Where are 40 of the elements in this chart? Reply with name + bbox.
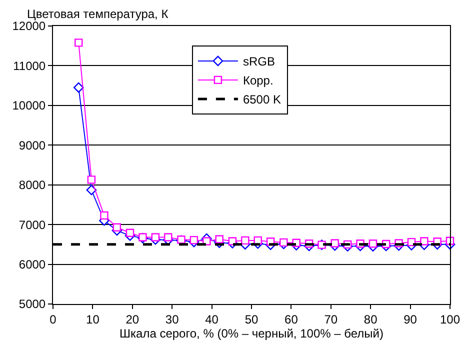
point (164, 233, 172, 242)
point (190, 236, 198, 244)
legend-label: sRGB (242, 54, 275, 69)
x-tick-label: 60 (284, 312, 298, 326)
point (215, 235, 224, 244)
point (87, 176, 96, 184)
point (151, 233, 160, 242)
point (241, 236, 250, 245)
point (112, 223, 122, 232)
point (73, 82, 84, 93)
x-tick-label: 50 (244, 312, 258, 326)
point (100, 211, 108, 220)
y-tick-label: 5000 (18, 297, 46, 312)
x-tick-label: 30 (165, 312, 180, 326)
point (420, 237, 428, 246)
x-tick-label: 80 (364, 312, 378, 326)
y-tick-label: 12000 (12, 19, 46, 34)
point (126, 228, 134, 238)
point (86, 184, 97, 196)
y-tick-label: 10000 (12, 98, 46, 113)
x-tick-label: 100 (440, 312, 460, 326)
y-axis-title: Цветовая температура, К (27, 7, 168, 21)
point (280, 238, 288, 247)
point (368, 240, 378, 248)
x-tick-label: 70 (324, 312, 338, 326)
x-tick-label: 0 (50, 312, 57, 326)
y-tick-label: 8000 (18, 178, 46, 192)
y-tick-label: 7000 (18, 218, 46, 232)
point (74, 38, 83, 47)
x-axis-title: Шкала серого, % (0% – черный, 100% – белый) (120, 326, 384, 340)
x-tick-label: 20 (126, 312, 140, 326)
x-tick-label: 40 (205, 312, 219, 326)
y-tick-label: 9000 (18, 138, 46, 152)
x-tick-label: 10 (86, 312, 100, 326)
legend-label: 6500 K (242, 92, 281, 107)
y-tick-label: 6000 (18, 257, 46, 272)
y-tick-label: 11000 (13, 58, 46, 73)
legend-label: Корр. (242, 74, 274, 88)
x-tick-label: 90 (404, 312, 418, 326)
point (330, 239, 339, 248)
